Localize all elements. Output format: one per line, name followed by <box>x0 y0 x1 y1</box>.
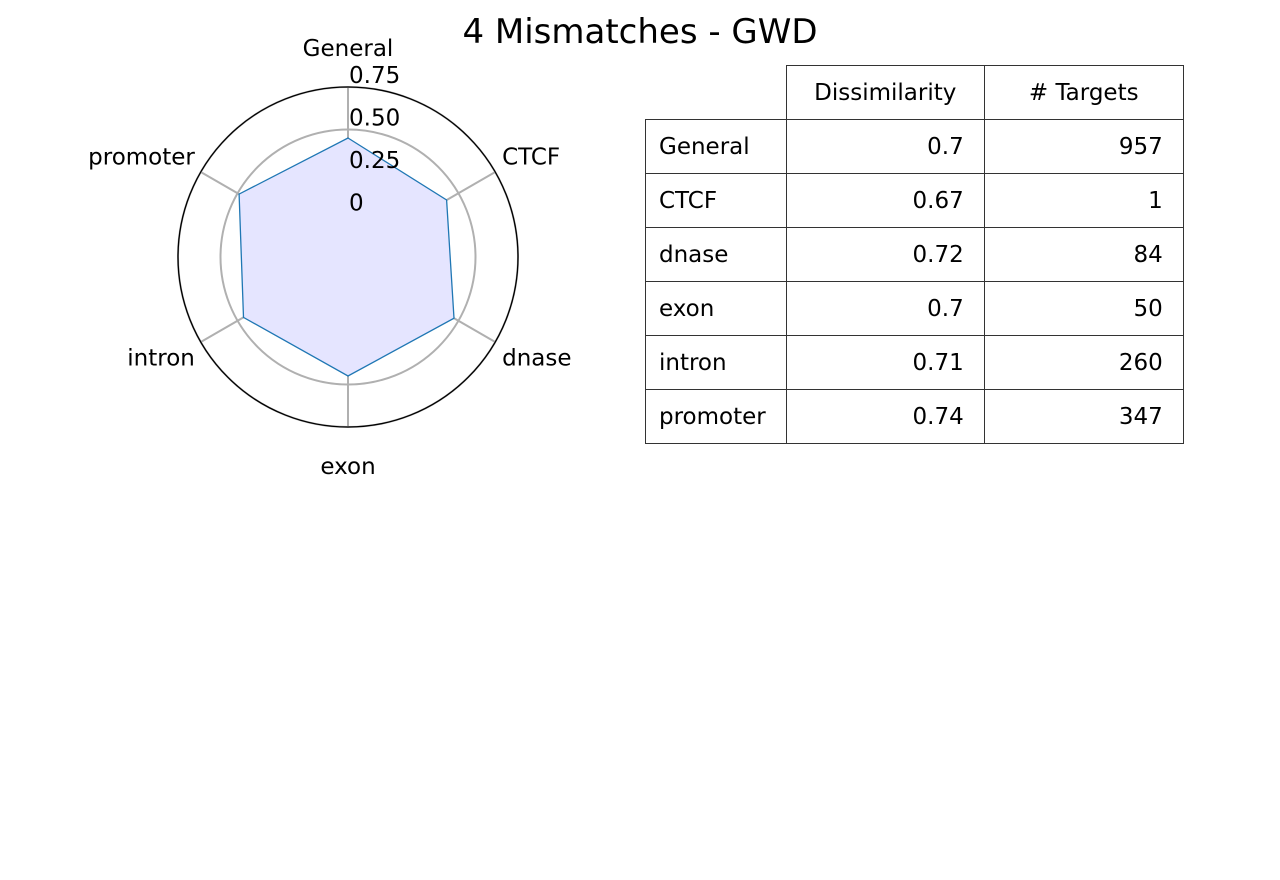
dissimilarity-cell: 0.7 <box>785 281 985 336</box>
dissimilarity-cell: 0.74 <box>785 389 985 444</box>
targets-cell: 50 <box>983 281 1184 336</box>
row-label: General <box>645 119 787 174</box>
radial-tick-label: 0 <box>349 191 364 217</box>
stats-table: Dissimilarity # Targets General 0.7 957 … <box>645 65 1184 444</box>
dissimilarity-cell: 0.7 <box>785 119 985 174</box>
row-label: dnase <box>645 227 787 282</box>
polar-frame <box>177 86 519 428</box>
category-label: dnase <box>502 346 571 372</box>
table-row: CTCF 0.67 1 <box>645 173 1184 228</box>
targets-cell: 84 <box>983 227 1184 282</box>
table-row: intron 0.71 260 <box>645 335 1184 390</box>
table-row: exon 0.7 50 <box>645 281 1184 336</box>
chart-title: 4 Mismatches - GWD <box>462 12 818 52</box>
row-label: promoter <box>645 389 787 444</box>
row-label: exon <box>645 281 787 336</box>
data-series-area <box>238 137 455 377</box>
dissimilarity-cell: 0.72 <box>785 227 985 282</box>
category-label: promoter <box>88 145 195 171</box>
radial-tick-label: 0.25 <box>349 148 400 174</box>
category-label: exon <box>320 454 375 480</box>
targets-cell: 1 <box>983 173 1184 228</box>
targets-cell: 347 <box>983 389 1184 444</box>
targets-cell: 957 <box>983 119 1184 174</box>
table-row: General 0.7 957 <box>645 119 1184 174</box>
radial-tick-label: 0.50 <box>349 106 400 132</box>
category-label: intron <box>127 346 195 372</box>
table-corner-cell <box>645 65 787 120</box>
category-label: General <box>303 36 394 62</box>
row-label: intron <box>645 335 787 390</box>
dissimilarity-cell: 0.71 <box>785 335 985 390</box>
category-label: CTCF <box>502 145 560 171</box>
targets-cell: 260 <box>983 335 1184 390</box>
table-row: promoter 0.74 347 <box>645 389 1184 444</box>
dissimilarity-cell: 0.67 <box>785 173 985 228</box>
radial-tick-label: 0.75 <box>349 63 400 89</box>
table-header-row: Dissimilarity # Targets <box>645 65 1184 120</box>
column-header-dissimilarity: Dissimilarity <box>785 65 985 120</box>
column-header-targets: # Targets <box>983 65 1184 120</box>
table-row: dnase 0.72 84 <box>645 227 1184 282</box>
row-label: CTCF <box>645 173 787 228</box>
